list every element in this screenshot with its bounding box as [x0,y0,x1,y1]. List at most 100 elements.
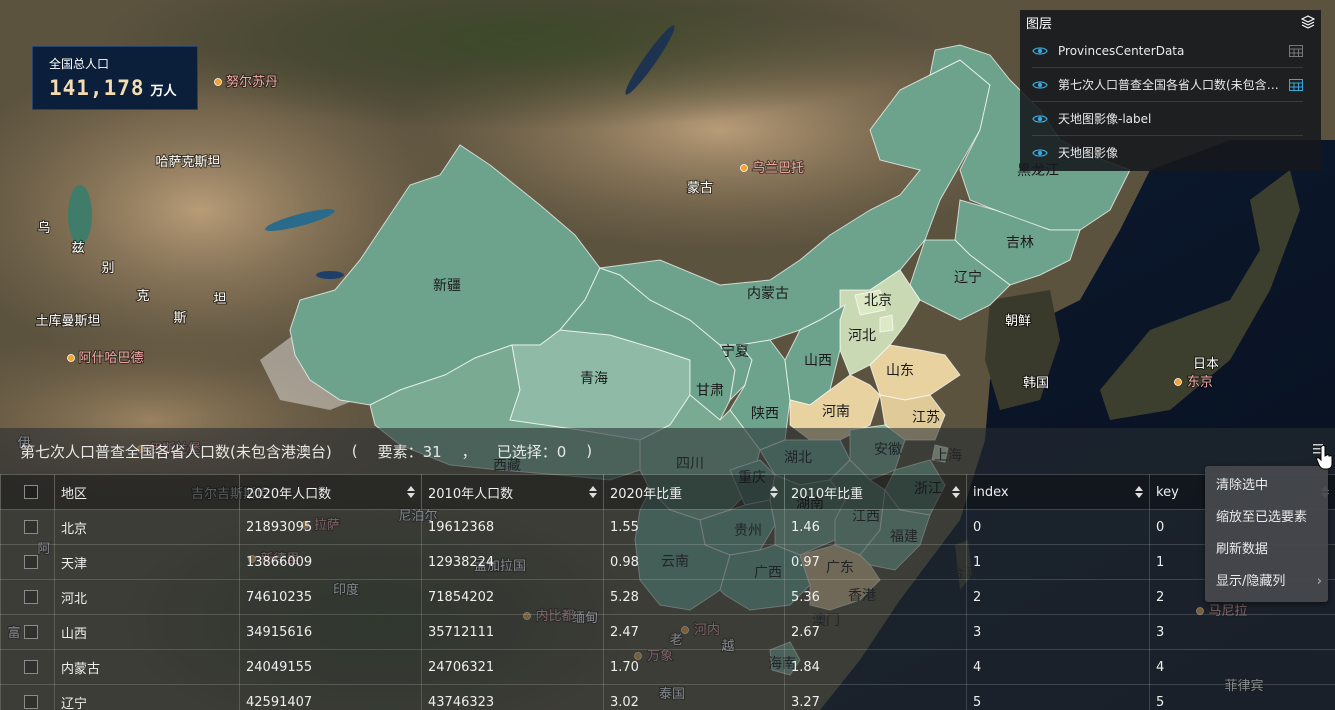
country-label: 土库曼斯坦 [35,313,100,329]
country-label: 韩国 [1023,376,1049,391]
table-menu-icon[interactable] [1311,442,1325,456]
row-checkbox[interactable] [23,625,38,639]
city-marker[interactable] [214,78,222,86]
table-cell: 13866009 [239,544,422,580]
column-header[interactable]: index [966,474,1150,510]
column-header[interactable]: 地区 [54,474,240,510]
row-checkbox[interactable] [23,695,38,709]
select-all-checkbox[interactable] [23,485,38,499]
column-header-label: key [1156,484,1179,500]
layer-panel: 图层 ProvincesCenterData 第七次人口普查全国各省人口数(未包含… [1020,10,1321,171]
context-menu-item[interactable]: 显示/隐藏列 › [1205,566,1328,598]
table-cell: 辽宁 [54,684,240,710]
context-menu-item-label: 显示/隐藏列 [1216,574,1286,589]
table-cell: 35712111 [421,614,604,650]
table-cell: 2 [966,579,1150,615]
row-checkbox[interactable] [23,590,38,604]
terrain-steppe-north [100,0,940,130]
table-cell: 5 [966,684,1150,710]
eye-icon[interactable] [1032,111,1048,127]
layer-item[interactable]: ProvincesCenterData [1032,34,1303,67]
province-beijing[interactable] [854,289,886,316]
table-cell: 71854202 [421,579,604,615]
context-menu-item[interactable]: 刷新数据 [1205,534,1328,566]
sort-icon[interactable] [770,486,778,498]
population-unit: 万人 [150,84,177,99]
column-header[interactable]: 2010年比重 [784,474,967,510]
row-select-cell [0,544,55,580]
province-label: 陕西 [751,406,779,422]
table-row[interactable]: 河北 74610235 71854202 5.28 5.36 2 2 [0,579,1335,615]
province-label: 新疆 [433,278,461,294]
table-cell: 21893095 [239,509,422,545]
column-header[interactable]: 2020年人口数 [239,474,422,510]
eye-icon[interactable] [1032,77,1048,93]
row-checkbox[interactable] [23,520,38,534]
sort-icon[interactable] [589,486,597,498]
table-cell: 0.98 [603,544,785,580]
row-checkbox[interactable] [23,555,38,569]
table-row[interactable]: 辽宁 42591407 43746323 3.02 3.27 5 5 [0,684,1335,710]
layer-panel-title: 图层 [1026,16,1053,32]
province-label: 河北 [848,328,876,344]
table-cell: 2.47 [603,614,785,650]
japan-islands [1100,170,1300,420]
layer-item[interactable]: 第七次人口普查全国各省人口数(未包含港澳台) [1032,67,1303,101]
column-header-label: 2020年比重 [610,486,683,502]
attribute-table-header: 第七次人口普查全国各省人口数(未包含港澳台) ( 要素：31 ， 已选择：0 ) [0,428,1335,474]
table-cell: 3.27 [784,684,967,710]
country-label: 斯 [173,311,186,326]
city-marker[interactable] [67,354,75,362]
layer-item[interactable]: 天地图影像 [1032,135,1303,169]
lake-issyk-kul [316,271,344,279]
province-shanxi[interactable] [784,303,846,406]
sort-icon[interactable] [952,486,960,498]
table-cell: 1 [966,544,1150,580]
eye-icon[interactable] [1032,43,1048,59]
layer-item-label: 天地图影像-label [1058,112,1152,126]
table-row[interactable]: 天津 13866009 12938224 0.98 0.97 1 1 [0,544,1335,580]
context-menu-item[interactable]: 缩放至已选要素 [1205,502,1328,534]
table-icon[interactable] [1289,44,1303,57]
province-label: 江苏 [912,410,940,426]
layer-item-label: 天地图影像 [1058,146,1119,160]
table-row[interactable]: 内蒙古 24049155 24706321 1.70 1.84 4 4 [0,649,1335,685]
table-cell: 4 [1149,649,1335,685]
table-row[interactable]: 北京 21893095 19612368 1.55 1.46 0 0 [0,509,1335,545]
row-checkbox[interactable] [23,660,38,674]
row-select-cell [0,614,55,650]
eye-icon[interactable] [1032,145,1048,161]
population-value: 141,178 [49,76,145,100]
table-cell: 山西 [54,614,240,650]
country-label: 哈萨克斯坦 [155,155,220,170]
population-value-row: 141,178 万人 [49,76,197,100]
row-select-cell [0,684,55,710]
sort-icon[interactable] [1135,486,1143,498]
province-tianjin[interactable] [879,314,894,333]
layers-icon[interactable] [1301,15,1315,29]
context-menu-item-label: 缩放至已选要素 [1216,510,1308,525]
city-label: 东京 [1187,375,1213,390]
column-header[interactable]: 2010年人口数 [421,474,604,510]
row-select-cell [0,509,55,545]
table-cell: 北京 [54,509,240,545]
table-cell: 1.70 [603,649,785,685]
context-menu-item[interactable]: 清除选中 [1205,470,1328,502]
context-menu-item-label: 清除选中 [1216,478,1269,493]
table-icon[interactable] [1289,78,1303,91]
column-header[interactable]: 2020年比重 [603,474,785,510]
select-all-cell [0,474,55,510]
city-label: 阿什哈巴德 [78,351,143,366]
table-cell: 43746323 [421,684,604,710]
city-marker[interactable] [740,164,748,172]
country-label: 乌 [37,220,50,236]
sort-icon[interactable] [407,486,415,498]
table-cell: 5 [1149,684,1335,710]
table-cell: 1.84 [784,649,967,685]
layer-item[interactable]: 天地图影像-label [1032,101,1303,135]
lake-balkhash [265,209,335,231]
selected-count: 已选择：0 [496,442,567,461]
city-marker[interactable] [1174,378,1182,386]
row-select-cell [0,649,55,685]
table-row[interactable]: 山西 34915616 35712111 2.47 2.67 3 3 [0,614,1335,650]
